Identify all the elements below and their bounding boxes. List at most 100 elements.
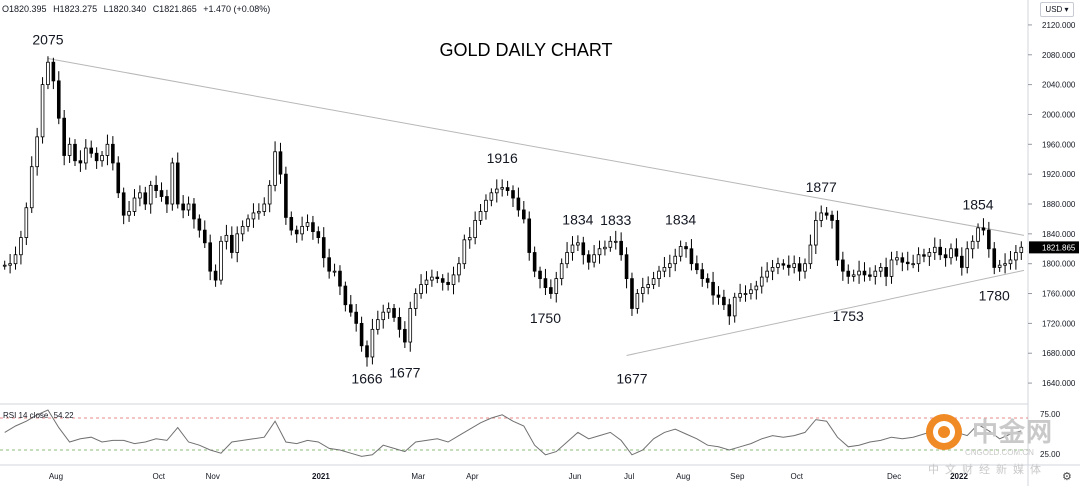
candle-body: [300, 225, 304, 235]
candle-body: [630, 278, 634, 309]
candle-body: [722, 296, 726, 306]
watermark-url: CNGOLD.COM.CN: [965, 448, 1034, 457]
candle-body: [516, 197, 521, 211]
candle-body: [851, 274, 856, 277]
candle-body: [213, 270, 218, 281]
candle-body: [862, 270, 867, 276]
candle-body: [289, 217, 294, 231]
candle-body: [365, 345, 369, 358]
x-tick-label: Sep: [730, 472, 745, 481]
price-axis[interactable]: 2120.000 2080.000 2040.000 2000.000 1960.000…: [1028, 21, 1079, 388]
price-annotation: 1666: [351, 371, 382, 387]
price-annotation: 1916: [487, 150, 518, 166]
candle-body: [311, 222, 315, 233]
y-tick-label: 1880.000: [1042, 200, 1076, 209]
candle-body: [451, 274, 456, 285]
candle-body: [889, 259, 894, 277]
candle-body: [538, 270, 542, 280]
candle-body: [13, 254, 18, 265]
candle-body: [592, 254, 596, 263]
candle-body: [165, 196, 169, 205]
price-annotation: 1677: [389, 364, 420, 380]
candle-body: [132, 197, 137, 212]
candle-body: [8, 263, 12, 266]
candle-body: [435, 276, 440, 280]
candle-body: [478, 211, 483, 221]
candle-body: [954, 248, 959, 257]
ohlc-high: H1823.275: [53, 4, 98, 14]
candle-body: [251, 212, 256, 220]
candle-body: [462, 239, 467, 265]
candle-body: [84, 147, 88, 164]
candle-body: [673, 255, 678, 265]
price-annotation: 1877: [806, 179, 837, 195]
y-tick-label: 2080.000: [1042, 51, 1076, 60]
candle-body: [381, 311, 386, 321]
candle-body: [273, 151, 277, 186]
candle-body: [1014, 252, 1018, 261]
x-tick-label: Apr: [466, 472, 479, 481]
candle-body: [35, 136, 39, 168]
candle-body: [67, 143, 72, 156]
candle-body: [105, 143, 110, 156]
candle-body: [565, 252, 569, 265]
candle-body: [576, 242, 580, 246]
x-tick-label: Oct: [152, 472, 165, 481]
x-tick-label: Aug: [676, 472, 690, 481]
candle-body: [640, 287, 645, 294]
candle-body: [127, 211, 131, 216]
x-tick-label: Aug: [49, 472, 63, 481]
candle-body: [997, 264, 1002, 268]
candle-body: [19, 237, 23, 256]
candle-body: [457, 263, 461, 276]
rsi-title: RSI 14 close 54.22: [3, 411, 74, 420]
candle-body: [230, 234, 234, 253]
candle-body: [797, 263, 802, 272]
candle-body: [208, 242, 212, 272]
ohlc-readout: O1820.395 H1823.275 L1820.340 C1821.865 …: [2, 4, 274, 14]
candle-body: [327, 257, 331, 272]
price-annotation: 1834: [562, 211, 593, 227]
chart-title: GOLD DAILY CHART: [439, 40, 612, 60]
x-tick-label: Jun: [569, 472, 582, 481]
last-price-tag: [1029, 241, 1079, 254]
candle-body: [197, 218, 202, 231]
candle-body: [830, 214, 834, 221]
candle-body: [532, 252, 537, 272]
candle-body: [770, 267, 775, 272]
y-tick-label: 2000.000: [1042, 110, 1076, 119]
price-annotation: 1854: [962, 196, 993, 212]
candle-body: [46, 61, 50, 86]
candle-body: [549, 287, 553, 294]
price-annotation: 1833: [600, 212, 631, 228]
time-axis[interactable]: Aug Oct Nov 2021 Mar Apr Jun Jul Aug Sep Oct Dec 202…: [49, 472, 969, 481]
candle-body: [359, 322, 364, 347]
candle-body: [965, 248, 970, 268]
candle-body: [181, 203, 185, 211]
candle-body: [413, 293, 418, 309]
candle-body: [473, 220, 477, 238]
candle-body: [684, 246, 688, 250]
candle-body: [294, 229, 299, 235]
candle-body: [89, 147, 94, 154]
candle-body: [175, 162, 180, 205]
gear-icon[interactable]: ⚙: [1062, 471, 1072, 483]
currency-selector[interactable]: USD ▾: [1040, 2, 1074, 17]
candle-body: [419, 284, 423, 294]
candle-body: [219, 240, 223, 281]
candle-body: [1019, 246, 1024, 253]
candle-body: [78, 160, 83, 164]
candle-body: [732, 296, 737, 317]
candle-body: [759, 276, 764, 287]
rsi-tick-label: 75.00: [1040, 410, 1061, 419]
x-tick-label: Jul: [624, 472, 634, 481]
candle-body: [202, 229, 207, 244]
candle-body: [911, 263, 915, 266]
candle-body: [895, 257, 899, 261]
candle-body: [841, 259, 845, 272]
candle-body: [651, 278, 656, 285]
candle-body: [662, 267, 667, 272]
candle-body: [619, 240, 623, 256]
candle-body: [700, 269, 705, 280]
